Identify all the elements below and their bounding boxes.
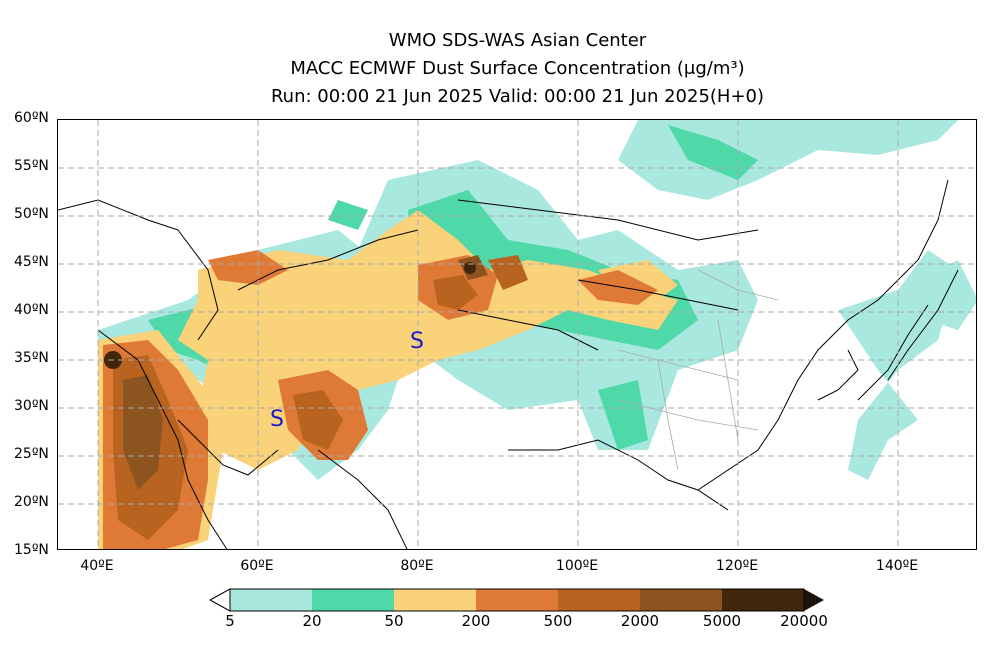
colorbar-label-5000: 5000 bbox=[702, 612, 742, 630]
gridlines bbox=[58, 120, 976, 549]
map-title: WMO SDS-WAS Asian Center bbox=[388, 30, 647, 51]
lon-label-80e: 80ºE bbox=[400, 558, 434, 574]
lat-label-45n: 45ºN bbox=[14, 254, 49, 270]
lat-label-20n: 20ºN bbox=[14, 494, 49, 510]
lat-label-30n: 30ºN bbox=[14, 398, 49, 414]
dust-concentration-map: S S bbox=[57, 119, 977, 550]
lon-label-100e: 100ºE bbox=[555, 558, 599, 574]
colorbar-label-5: 5 bbox=[225, 612, 235, 630]
colorbar-frame bbox=[229, 588, 805, 612]
lat-label-50n: 50ºN bbox=[14, 206, 49, 222]
map-canvas: S S bbox=[58, 120, 976, 549]
colorbar-label-200: 200 bbox=[461, 612, 491, 630]
lon-label-140e: 140ºE bbox=[875, 558, 919, 574]
colorbar-label-20: 20 bbox=[302, 612, 322, 630]
dust-storm-marker: S bbox=[410, 329, 424, 354]
lat-label-55n: 55ºN bbox=[14, 158, 49, 174]
colorbar-swatch-5-20 bbox=[230, 589, 312, 611]
colorbar-high-arrow bbox=[804, 589, 824, 611]
colorbar-swatch-5000-20000 bbox=[722, 589, 804, 611]
lat-label-25n: 25ºN bbox=[14, 446, 49, 462]
colorbar-label-20000: 20000 bbox=[780, 612, 828, 630]
lat-label-35n: 35ºN bbox=[14, 350, 49, 366]
colorbar-swatch-20-50 bbox=[312, 589, 394, 611]
colorbar-swatch-2000-5000 bbox=[640, 589, 722, 611]
lat-label-60n: 60ºN bbox=[14, 110, 49, 126]
colorbar-swatch-500-2000 bbox=[558, 589, 640, 611]
lat-label-40n: 40ºN bbox=[14, 302, 49, 318]
colorbar-low-arrow bbox=[208, 588, 231, 612]
colorbar-label-50: 50 bbox=[384, 612, 404, 630]
run-valid-time: Run: 00:00 21 Jun 2025 Valid: 00:00 21 J… bbox=[270, 86, 765, 107]
colorbar-label-500: 500 bbox=[543, 612, 573, 630]
colorbar-swatch-200-500 bbox=[476, 589, 558, 611]
lat-label-15n: 15ºN bbox=[14, 542, 49, 558]
colorbar-swatch-50-200 bbox=[394, 589, 476, 611]
colorbar-svg bbox=[208, 588, 824, 612]
map-subtitle: MACC ECMWF Dust Surface Concentration (μ… bbox=[290, 58, 745, 79]
colorbar-label-2000: 2000 bbox=[620, 612, 660, 630]
lon-label-40e: 40ºE bbox=[80, 558, 114, 574]
lon-label-120e: 120ºE bbox=[715, 558, 759, 574]
colorbar bbox=[208, 588, 830, 616]
dust-storm-marker: S bbox=[270, 407, 284, 432]
lon-label-60e: 60ºE bbox=[240, 558, 274, 574]
